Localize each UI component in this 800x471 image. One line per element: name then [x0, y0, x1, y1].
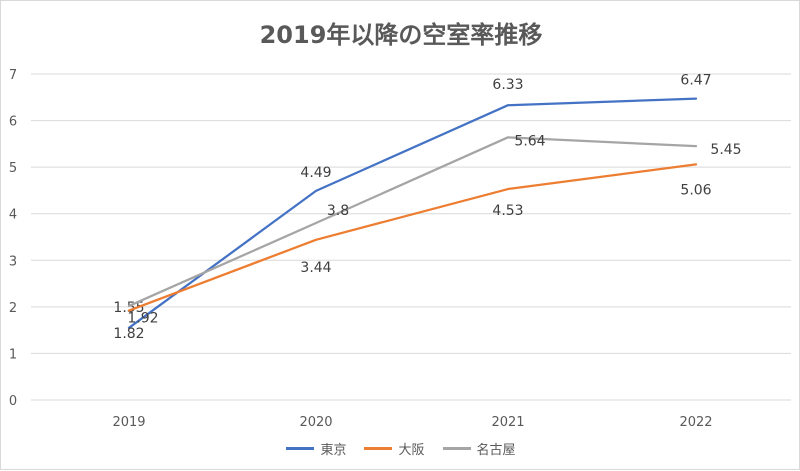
data-label: 4.53 [492, 203, 523, 219]
y-tick-label: 4 [9, 208, 17, 223]
legend-item: 名古屋 [443, 439, 516, 458]
y-tick-label: 3 [9, 254, 17, 269]
legend-swatch [364, 447, 392, 450]
x-tick-label: 2022 [679, 415, 712, 430]
data-label: 1.92 [127, 311, 158, 327]
data-label: 3.44 [300, 260, 331, 276]
data-label: 6.33 [492, 77, 523, 93]
data-label: 5.45 [710, 142, 741, 158]
data-label: 4.49 [300, 165, 331, 181]
data-label: 3.8 [327, 203, 349, 219]
x-tick-label: 2021 [491, 415, 524, 430]
legend-label: 東京 [320, 439, 346, 458]
y-tick-label: 5 [9, 161, 17, 176]
legend: 東京 大阪 名古屋 [1, 439, 800, 458]
legend-swatch [286, 447, 314, 450]
data-label: 5.06 [680, 182, 711, 198]
series-line-名古屋 [129, 137, 696, 306]
x-tick-label: 2019 [112, 415, 145, 430]
data-label: 6.47 [680, 73, 711, 89]
data-label: 5.64 [514, 133, 545, 149]
y-tick-label: 1 [9, 347, 17, 362]
x-tick-label: 2020 [299, 415, 332, 430]
y-tick-label: 0 [9, 394, 17, 409]
y-tick-label: 6 [9, 115, 17, 130]
legend-swatch [443, 447, 471, 450]
legend-label: 名古屋 [477, 439, 516, 458]
legend-item: 大阪 [364, 439, 424, 458]
legend-label: 大阪 [398, 439, 424, 458]
series-line-大阪 [129, 164, 696, 310]
y-tick-label: 7 [9, 68, 17, 83]
legend-item: 東京 [286, 439, 346, 458]
y-tick-label: 2 [9, 301, 17, 316]
data-label: 1.82 [113, 326, 144, 342]
